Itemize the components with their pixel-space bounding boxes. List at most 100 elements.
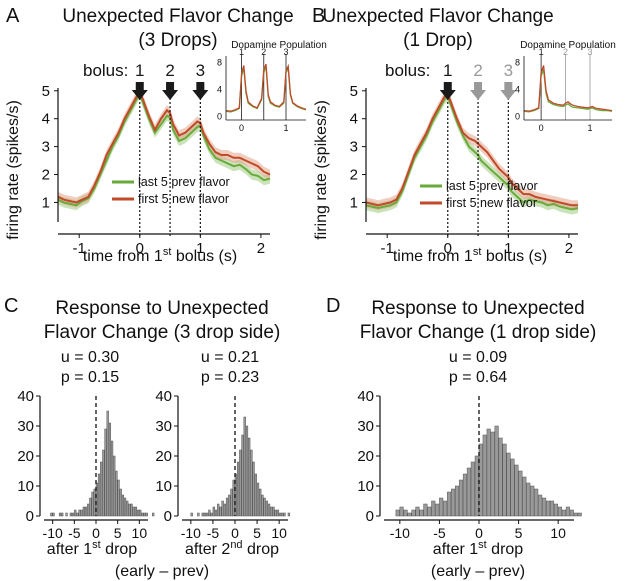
panel-c2-bar-13 [217,503,220,517]
panel-c2-ytick-label-0: 0 [164,508,172,525]
panel-b-inset-ytick-label-2: 8 [515,58,520,68]
panel-c1-stat-p: p = 0.15 [61,369,119,386]
panel-c2-xtick-label-1: -5 [207,525,220,541]
panel-a-inset-marker-2: 3 [283,47,288,57]
panel-c2-bar-23 [239,449,242,517]
panel-c2-bar-9 [208,509,211,517]
panel-c1-bar-38 [132,506,135,517]
panel-d-bar-34 [530,485,535,517]
panel-a-ytick-label-4: 5 [42,83,50,100]
panel-c1-bar-29 [113,455,116,517]
panel-c2-bar-33 [261,494,264,517]
panel-b-xtick-label-0: -1 [381,240,394,257]
panel-b-inset-marker-1: 2 [563,47,568,57]
panel-c1-bar-26 [106,410,109,517]
panel-a-letter: A [6,5,20,27]
panel-b-ytick-label-3: 4 [350,111,358,128]
panel-c1-bar-20 [93,488,96,517]
panel-c2-bar-7 [203,512,207,517]
panel-d-title-line1: Response to Unexpected [371,298,584,319]
panel-b-ytick-label-2: 3 [350,139,358,156]
panel-c2-bar-17 [225,497,229,517]
panel-c1-bar-36 [128,503,131,517]
panel-c1-bar-13 [78,509,81,517]
panel-c1-xtick-label-4: 10 [132,525,148,541]
panel-b-ytick-label-1: 2 [350,167,358,184]
panel-c1-bar-12 [76,512,79,517]
panel-c1-bar-40 [136,509,140,517]
panel-a-bolus-number-1: 2 [165,61,174,80]
panel-c-letter: C [4,295,18,317]
panel-c2-bar-24 [241,434,244,517]
panel-b-inset-ytick-label-1: 4 [515,85,520,95]
panel-c2-xtick-label-4: 10 [271,525,287,541]
panel-c2-bar-43 [283,512,286,517]
panel-b-bolus-arrow-0 [439,82,456,100]
panel-d-bar-15 [455,485,460,517]
panel-d-stat-u: u = 0.09 [449,349,507,366]
panel-d-bar-9 [431,500,436,517]
panel-a-title-line1: Unexpected Flavor Change [62,6,293,27]
panel-c1-ytick-label-1: 10 [17,478,34,495]
panel-b-inset-marker-0: 1 [539,47,544,57]
panel-c2-bar-32 [259,488,262,517]
panel-c2-xtick-label-0: -10 [181,525,201,541]
panel-d-bar-6 [419,509,424,517]
panel-c1-bar-28 [110,440,114,517]
panel-b-xlabel: time from 1st bolus (s) [393,246,547,265]
panel-c2-bar-14 [219,506,222,517]
panel-c2-bar-16 [223,503,227,517]
panel-d-bar-0 [395,509,400,517]
panel-b-xtick-label-2: 1 [504,240,512,257]
panel-c1-stat-u: u = 0.30 [61,349,119,366]
panel-c2-xtick-label-2: 0 [231,525,239,541]
panel-b-bolus-number-0: 1 [443,61,452,80]
panel-d-bar-25 [494,425,499,517]
panel-c2-bar-41 [278,512,282,517]
panel-a-xtick-label-0: -1 [73,240,86,257]
panel-a-inset-xtick-label-1: 1 [283,123,288,133]
panel-a-legend-label-0: last 5 prev flavor [138,175,230,189]
panel-c1-ytick-label-4: 40 [17,388,34,405]
panel-c2-xlabel: after 2nd drop [185,539,279,558]
panel-c1-bar-47 [152,512,155,517]
panel-c2-bar-25 [243,416,246,517]
panel-b-letter: B [312,5,325,27]
panel-b-inset-series-1 [523,65,613,112]
panel-a-bolus-number-0: 1 [135,61,144,80]
panel-d-bar-42 [561,509,566,517]
panel-d-bar-40 [553,503,559,517]
panel-c-footer: (early – prev) [115,563,209,580]
panel-c1-bar-37 [130,503,133,517]
panel-c1-ytick-label-3: 30 [17,418,34,435]
panel-a-ytick-label-3: 4 [42,111,50,128]
panel-d-bar-28 [506,452,511,517]
panel-d-ytick-label-4: 40 [357,388,374,405]
panel-c1-bar-43 [143,512,146,517]
panel-c2-bar-38 [272,506,275,517]
panel-d-ytick-label-1: 10 [357,478,374,495]
panel-c1-bar-44 [145,512,148,517]
panel-d-xtick-label-4: 10 [550,525,566,541]
panel-a-title-line2: (3 Drops) [138,30,217,51]
panel-c2-ytick-label-4: 40 [155,388,172,405]
panel-c1-bar-23 [100,461,103,517]
panel-d-bar-4 [411,509,416,517]
panel-c2-ytick-label-3: 30 [155,418,172,435]
panel-d-bar-43 [565,506,570,517]
panel-d-bar-24 [490,431,495,517]
panel-d-bar-14 [451,488,456,517]
panel-c2-bar-28 [250,449,253,517]
panel-b-inset-xtick-label-0: 0 [539,123,544,133]
panel-d-bar-23 [486,428,491,517]
panel-c2-bar-11 [212,506,215,517]
panel-c1-bar-42 [141,512,144,517]
panel-d-footer: (early – prev) [431,563,525,580]
panel-d-bar-33 [526,482,531,517]
panel-c1-bar-33 [121,494,125,517]
panel-c1-bar-14 [80,509,83,517]
panel-a: A Unexpected Flavor Change (3 Drops) bol… [5,5,327,265]
panel-b-legend-label-0: last 5 prev flavor [446,179,538,193]
panel-a-ytick-label-0: 1 [42,194,50,211]
